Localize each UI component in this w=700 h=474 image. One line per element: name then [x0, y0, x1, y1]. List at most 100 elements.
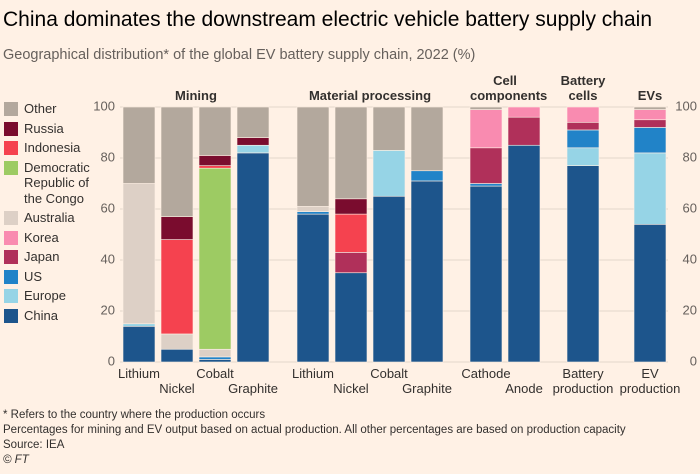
bar-segment: [160, 348, 194, 363]
legend-item: Other: [4, 101, 108, 117]
bar-segment: [334, 213, 368, 253]
legend-swatch: [4, 160, 18, 175]
legend-swatch: [4, 308, 18, 323]
legend-label: Democratic Republic of the Congo: [24, 159, 90, 206]
bar-segment: [334, 272, 368, 363]
bar-segment: [633, 127, 667, 154]
legend-swatch: [4, 102, 18, 116]
bar-segment: [372, 106, 406, 151]
bar-segment: [198, 356, 232, 360]
bar-segment: [198, 165, 232, 169]
legend-swatch: [4, 211, 18, 225]
x-tick-label: Cathode: [461, 366, 511, 381]
legend-item: Europe: [4, 288, 108, 304]
bar-segment: [122, 323, 156, 327]
bar-segment: [296, 206, 330, 212]
chart-title: China dominates the downstream electric …: [3, 8, 653, 31]
bar-segment: [633, 109, 667, 121]
y-tick-label: 0: [108, 353, 115, 368]
group-label: Material processing: [308, 88, 432, 103]
bar-segment: [198, 106, 232, 156]
bar-segment: [566, 106, 600, 123]
x-tick-label: Cobalt: [370, 366, 408, 381]
bar-segment: [334, 198, 368, 215]
bar-segment: [296, 211, 330, 215]
bar-segment: [160, 239, 194, 335]
legend-swatch: [4, 250, 18, 264]
bar-segment: [633, 152, 667, 225]
group-label: EVs: [637, 88, 663, 103]
bar-segment: [296, 106, 330, 207]
x-tick-label: Lithium: [292, 366, 334, 381]
x-tick-label: Graphite: [402, 381, 452, 396]
legend-item: Russia: [4, 121, 108, 137]
bar-segment: [198, 359, 232, 363]
legend-swatch: [4, 289, 18, 303]
bar-segment: [633, 119, 667, 128]
legend-item: Democratic Republic of the Congo: [4, 160, 108, 207]
bar-segment: [296, 213, 330, 363]
bar-segment: [410, 170, 444, 182]
bar-segment: [410, 106, 444, 172]
y-tick-label: 60: [101, 200, 115, 215]
bar-segment: [334, 106, 368, 200]
legend-item: China: [4, 308, 108, 324]
bar-segment: [507, 116, 541, 146]
bar-segment: [198, 155, 232, 166]
legend-label: Other: [24, 101, 57, 116]
bar-segment: [372, 195, 406, 363]
bar-segment: [160, 106, 194, 217]
legend-label: Europe: [24, 288, 66, 303]
bar-segment: [566, 147, 600, 166]
legend-item: US: [4, 269, 108, 285]
y-tick-label: 20: [101, 302, 115, 317]
bar-segment: [507, 144, 541, 363]
bar-segment: [633, 224, 667, 363]
y-tick-label: 100: [93, 98, 115, 113]
y-tick-label: 80: [683, 149, 697, 164]
bar-segment: [507, 106, 541, 118]
bar-segment: [160, 333, 194, 350]
y-tick-label: 40: [101, 251, 115, 266]
legend-label: US: [24, 268, 43, 284]
bar-segment: [372, 150, 406, 197]
legend: Other Russia Indonesia Democratic Republic …: [4, 101, 108, 327]
bar-segment: [566, 129, 600, 149]
x-tick-label: Nickel: [159, 381, 195, 396]
group-label: Cell components: [470, 73, 548, 103]
legend-label: Japan: [24, 249, 60, 264]
legend-swatch: [4, 230, 18, 245]
bar-segment: [469, 109, 503, 149]
bar-segment: [566, 122, 600, 131]
group-label: Battery cells: [560, 73, 606, 103]
x-tick-label: Graphite: [228, 381, 278, 396]
y-tick-label: 20: [683, 302, 697, 317]
legend-label: Indonesia: [24, 140, 81, 155]
bar-segment: [469, 183, 503, 187]
bar-segment: [633, 106, 667, 110]
bar-segment: [236, 137, 270, 146]
credit: © FT: [3, 454, 29, 466]
bar-segment: [198, 167, 232, 350]
legend-label: Korea: [24, 229, 59, 245]
bar-segment: [198, 348, 232, 358]
note: Percentages for mining and EV output bas…: [3, 424, 626, 436]
bar-segment: [236, 106, 270, 138]
note: * Refers to the country where the produc…: [3, 409, 266, 421]
y-tick-label: 40: [683, 251, 697, 266]
y-tick-label: 0: [690, 353, 697, 368]
bar-segment: [566, 165, 600, 363]
x-tick-label: Anode: [505, 381, 543, 396]
chart-subtitle: Geographical distribution* of the global…: [3, 47, 476, 63]
x-tick-label: Battery production: [552, 366, 614, 396]
bar-segment: [334, 252, 368, 274]
y-tick-label: 80: [101, 149, 115, 164]
legend-item: Australia: [4, 210, 108, 226]
legend-swatch: [4, 121, 18, 136]
y-tick-label: 100: [675, 98, 697, 113]
group-label: Mining: [175, 88, 217, 103]
legend-item: Indonesia: [4, 140, 108, 156]
bar-segment: [122, 183, 156, 325]
bar-segment: [469, 147, 503, 184]
legend-label: Australia: [24, 210, 75, 225]
